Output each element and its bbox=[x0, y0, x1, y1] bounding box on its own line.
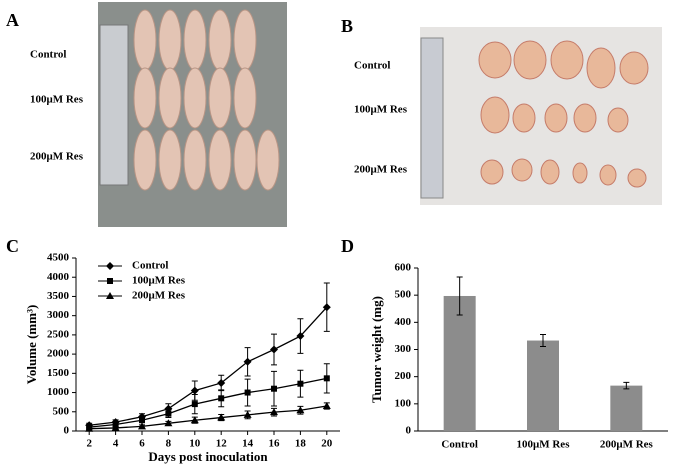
marker bbox=[217, 413, 226, 421]
x-tick-label: 2 bbox=[86, 438, 92, 450]
marker bbox=[270, 345, 278, 354]
legend-marker bbox=[107, 278, 113, 284]
marker bbox=[111, 423, 120, 431]
marker bbox=[191, 401, 198, 408]
series-line bbox=[89, 405, 327, 430]
y-tick-label: 4500 bbox=[47, 252, 70, 264]
marker bbox=[271, 385, 277, 392]
y-tick-label: 200 bbox=[395, 370, 412, 382]
group-label: Control bbox=[354, 60, 390, 72]
marker bbox=[190, 386, 199, 395]
y-tick-label: 1000 bbox=[47, 386, 70, 398]
panel-label: D bbox=[341, 236, 354, 256]
y-tick-label: 400 bbox=[395, 316, 412, 328]
x-tick-label: 4 bbox=[113, 438, 119, 450]
x-tick-label: 6 bbox=[139, 438, 145, 450]
marker bbox=[85, 424, 94, 432]
series-line bbox=[89, 377, 327, 428]
marker bbox=[243, 410, 252, 418]
marker bbox=[217, 378, 226, 387]
y-axis-label: Tumor weight (mg) bbox=[369, 296, 384, 403]
error-bar bbox=[456, 276, 463, 316]
legend-label: 100μM Res bbox=[132, 275, 186, 287]
legend-marker bbox=[106, 262, 114, 270]
legend-marker bbox=[106, 292, 114, 299]
x-tick-label: 10 bbox=[189, 438, 201, 450]
error-bar bbox=[623, 381, 630, 390]
y-tick-label: 2000 bbox=[47, 348, 70, 360]
x-tick-label: Control bbox=[441, 439, 477, 451]
x-tick-label: 14 bbox=[242, 438, 254, 450]
panel-label: A bbox=[6, 10, 19, 30]
series-line bbox=[89, 306, 328, 426]
marker bbox=[139, 417, 145, 424]
panel-label: C bbox=[6, 236, 19, 256]
bar bbox=[527, 340, 559, 431]
marker bbox=[323, 375, 330, 382]
y-tick-label: 100 bbox=[395, 397, 412, 409]
y-tick-label: 300 bbox=[395, 343, 412, 355]
legend-label: 200μM Res bbox=[132, 290, 186, 302]
y-tick-label: 1500 bbox=[47, 367, 70, 379]
marker bbox=[297, 380, 304, 387]
group-label: 200μM Res bbox=[354, 164, 408, 176]
legend-label: Control bbox=[132, 260, 168, 272]
y-tick-label: 2500 bbox=[47, 328, 70, 340]
y-tick-label: 0 bbox=[64, 425, 70, 437]
marker bbox=[164, 419, 173, 427]
y-tick-label: 4000 bbox=[47, 271, 70, 283]
x-axis-label: Days post inoculation bbox=[148, 449, 268, 464]
panel-label: B bbox=[341, 16, 353, 36]
bar bbox=[443, 295, 476, 431]
photo-a bbox=[98, 2, 287, 227]
y-tick-label: 0 bbox=[406, 425, 412, 437]
marker bbox=[190, 416, 199, 424]
x-tick-label: 12 bbox=[216, 438, 228, 450]
marker bbox=[165, 410, 172, 417]
marker bbox=[138, 422, 146, 430]
group-label: 100μM Res bbox=[30, 94, 84, 106]
x-tick-label: 100μM Res bbox=[517, 439, 571, 451]
marker bbox=[296, 406, 305, 414]
x-tick-label: 20 bbox=[321, 438, 333, 450]
marker bbox=[243, 357, 252, 366]
y-tick-label: 500 bbox=[395, 289, 412, 301]
marker bbox=[322, 303, 331, 312]
y-tick-label: 3500 bbox=[47, 290, 70, 302]
group-label: 100μM Res bbox=[354, 104, 408, 116]
y-tick-label: 600 bbox=[395, 262, 412, 274]
y-tick-label: 500 bbox=[53, 405, 70, 417]
bar bbox=[610, 385, 643, 431]
marker bbox=[218, 395, 225, 402]
error-bar bbox=[540, 334, 546, 348]
photo-b bbox=[420, 27, 662, 205]
group-label: 200μM Res bbox=[30, 151, 84, 163]
marker bbox=[322, 402, 331, 410]
group-label: Control bbox=[30, 49, 66, 61]
marker bbox=[270, 408, 278, 416]
marker bbox=[296, 332, 305, 341]
y-tick-label: 3000 bbox=[47, 309, 70, 321]
x-tick-label: 16 bbox=[269, 438, 281, 450]
x-tick-label: 200μM Res bbox=[600, 439, 654, 451]
marker bbox=[244, 389, 251, 396]
y-axis-label: Volume (mm³) bbox=[24, 305, 39, 385]
x-tick-label: 8 bbox=[166, 438, 172, 450]
x-tick-label: 18 bbox=[295, 438, 307, 450]
